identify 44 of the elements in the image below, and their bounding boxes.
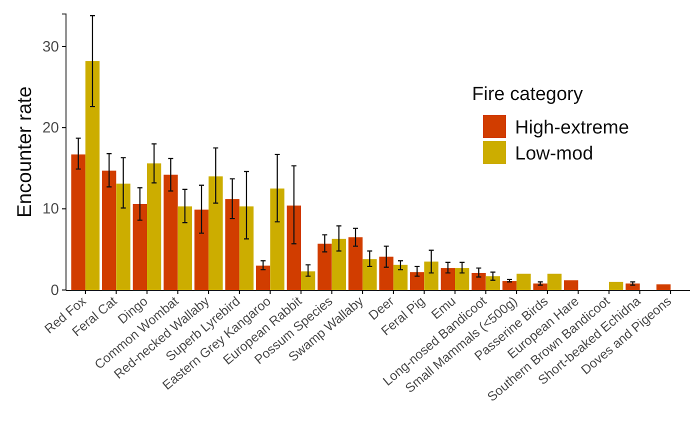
bar <box>147 163 162 290</box>
legend-label: High-extreme <box>515 118 630 139</box>
bar <box>424 262 438 290</box>
bar <box>472 272 486 290</box>
y-tick-label: 20 <box>42 119 59 136</box>
bar <box>132 204 147 290</box>
legend-title: Fire category <box>472 84 584 105</box>
bar <box>332 238 346 290</box>
bar <box>516 274 531 290</box>
bar <box>270 188 284 290</box>
bar <box>502 281 517 290</box>
y-axis-title: Encounter rate <box>14 86 36 218</box>
bar <box>609 282 624 290</box>
y-tick-label: 10 <box>42 200 59 218</box>
bar <box>393 264 408 290</box>
bar <box>225 199 240 290</box>
y-tick-label: 30 <box>42 38 59 56</box>
bar <box>564 280 578 290</box>
bar <box>85 61 100 290</box>
bar <box>194 210 209 290</box>
bar <box>116 184 130 290</box>
bar <box>102 170 116 290</box>
bar <box>71 154 86 290</box>
bar <box>208 176 223 290</box>
bar <box>547 274 562 290</box>
legend-label: Low-mod <box>515 144 594 165</box>
bar <box>533 284 548 290</box>
bar <box>455 268 470 290</box>
bar <box>656 284 671 290</box>
bar <box>286 206 301 290</box>
bar <box>239 206 254 290</box>
bar <box>379 256 394 290</box>
bar <box>410 272 424 290</box>
bar <box>440 268 455 290</box>
bar <box>486 276 500 290</box>
bar <box>164 174 178 290</box>
y-tick-label: 0 <box>50 282 59 299</box>
bar <box>178 206 192 290</box>
bar <box>348 237 363 290</box>
bar <box>256 266 270 290</box>
bar <box>626 284 640 290</box>
bar <box>301 271 316 290</box>
bar <box>362 259 377 290</box>
bar <box>318 244 332 290</box>
